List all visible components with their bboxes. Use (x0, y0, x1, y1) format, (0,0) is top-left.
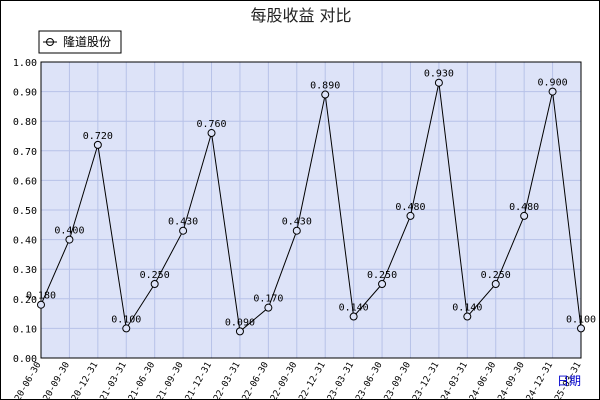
y-tick-label: 0.10 (13, 324, 37, 335)
series-line (40, 82, 582, 333)
y-tick-label: 0.70 (13, 147, 37, 158)
data-point (378, 280, 387, 288)
data-point (37, 300, 45, 309)
data-point (491, 280, 500, 288)
data-label: 0.250 (481, 270, 511, 281)
data-point (264, 303, 273, 312)
data-label: 0.100 (566, 314, 596, 325)
data-point (207, 129, 216, 138)
data-point (321, 90, 330, 99)
y-tick-label: 0.30 (13, 265, 37, 276)
data-point (434, 78, 443, 87)
plot-border (40, 61, 582, 359)
data-point (93, 140, 102, 149)
data-point (520, 211, 529, 220)
data-label: 0.760 (196, 119, 226, 130)
data-label: 0.930 (424, 69, 454, 80)
y-tick-label: 0.90 (13, 88, 37, 99)
data-label: 0.180 (26, 291, 56, 302)
data-label: 0.400 (54, 226, 84, 237)
data-label: 0.430 (168, 217, 198, 228)
y-tick-label: 0.20 (13, 295, 37, 306)
data-label: 0.890 (310, 81, 340, 92)
data-point (349, 312, 358, 321)
data-point (292, 226, 301, 235)
data-label: 0.100 (111, 314, 141, 325)
data-label: 0.720 (83, 131, 113, 142)
data-label: 0.140 (339, 303, 369, 314)
data-point (65, 235, 74, 244)
data-point (406, 211, 415, 220)
y-tick-label: 0.40 (13, 236, 37, 247)
data-point (150, 280, 159, 288)
legend-marker (46, 38, 54, 46)
data-label: 0.250 (367, 270, 397, 281)
y-tick-label: 0.50 (13, 206, 37, 217)
data-label: 0.140 (452, 303, 482, 314)
plot-area: 0.00 0.10 0.20 0.30 0.40 0.50 0.60 0.70 0.80 0.90… (8, 58, 596, 399)
legend-label: 隆道股份 (63, 34, 111, 49)
data-label: 0.170 (253, 294, 283, 305)
data-point (122, 324, 131, 333)
x-axis-label: 日期 (557, 374, 581, 388)
legend-box (38, 30, 122, 54)
data-point (577, 324, 585, 333)
data-point (235, 327, 244, 336)
data-label: 0.090 (225, 317, 255, 328)
y-tick-label: 0.00 (13, 354, 37, 365)
data-label: 0.480 (509, 202, 539, 213)
data-point (179, 226, 188, 235)
x-tick-label: 2020-06-30 (8, 361, 44, 400)
legend: 隆道股份 (38, 30, 122, 54)
data-label: 0.480 (395, 202, 425, 213)
data-label: 0.250 (140, 270, 170, 281)
chart-title: 每股收益 对比 (250, 6, 351, 25)
y-tick-label: 0.80 (13, 117, 37, 128)
data-label: 0.900 (538, 78, 568, 89)
y-tick-label: 1.00 (13, 58, 37, 69)
y-tick-label: 0.60 (13, 176, 37, 187)
data-point (548, 87, 557, 96)
data-point (463, 312, 472, 321)
data-label: 0.430 (282, 217, 312, 228)
